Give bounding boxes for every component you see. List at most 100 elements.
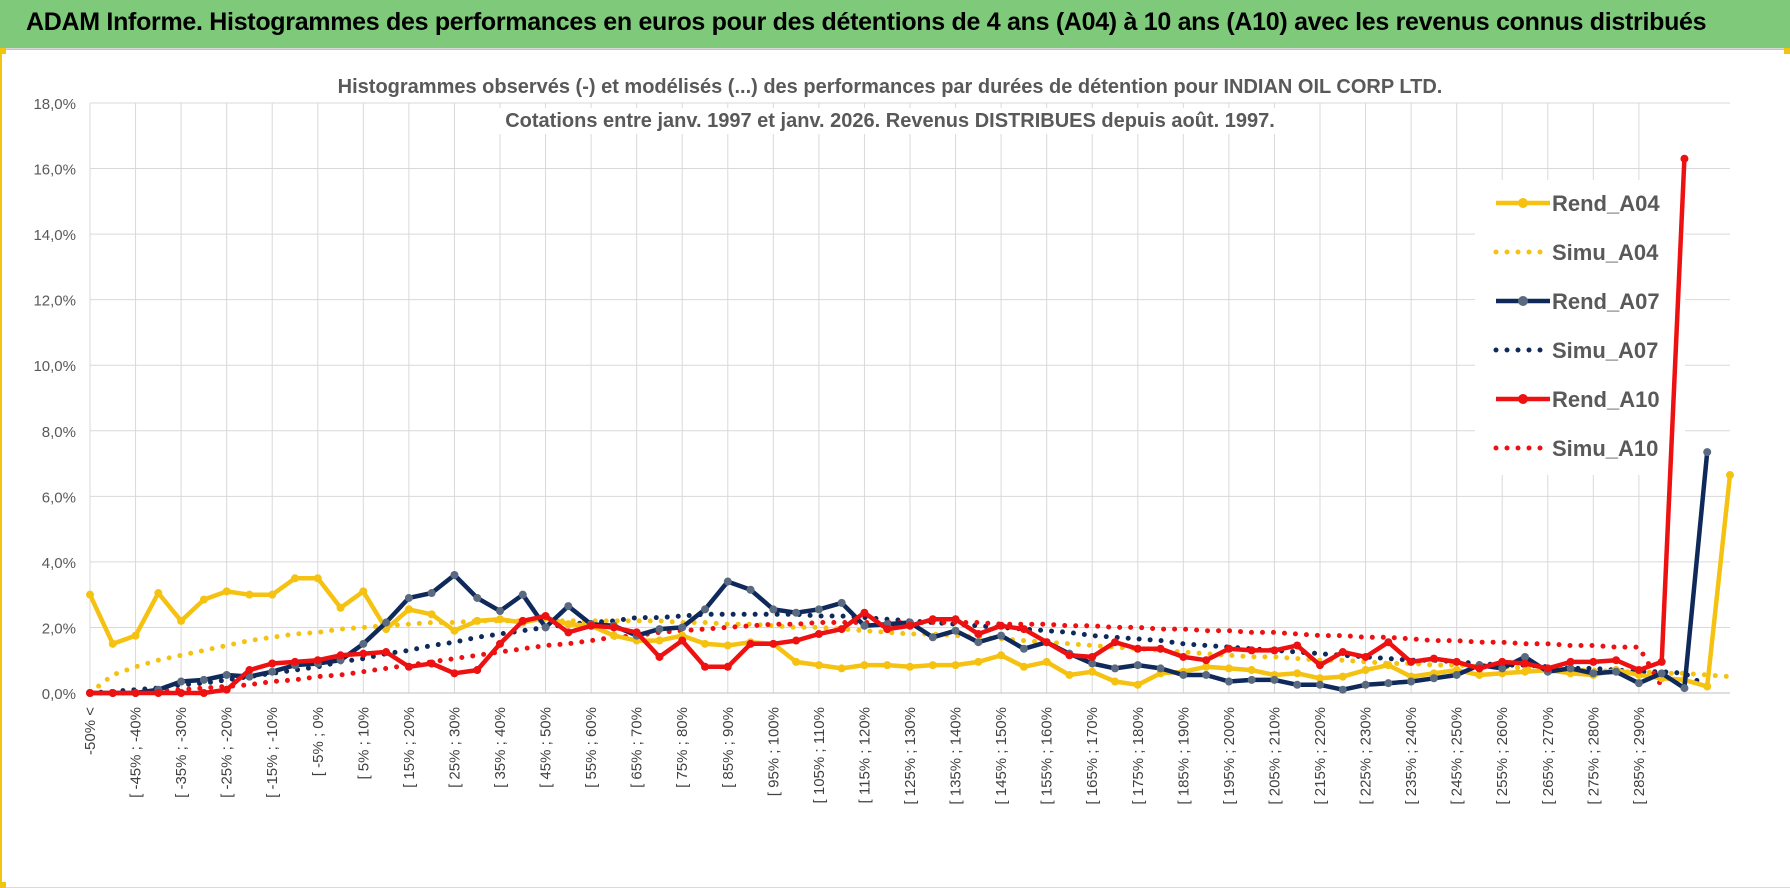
data-point-Rend_A04 [723,641,732,650]
data-point-Rend_A10 [268,659,277,668]
x-tick-label: [ 45% ; 50% [538,707,555,788]
data-point-Rend_A07 [997,631,1006,640]
x-tick-label: [ 85% ; 90% [720,707,737,788]
legend-marker-Rend_A04 [1518,198,1528,208]
data-point-Rend_A07 [427,589,436,598]
data-point-Rend_A04 [108,639,117,648]
x-tick-label: [ 205% ; 210% [1266,707,1283,805]
data-point-Rend_A10 [450,669,459,678]
data-point-Rend_A04 [951,661,960,670]
data-point-Rend_A07 [1566,664,1575,673]
data-point-Rend_A07 [1612,667,1621,676]
data-point-Rend_A10 [1429,654,1438,663]
data-point-Rend_A10 [1612,656,1621,665]
chart-title-background [499,108,1281,134]
data-point-Rend_A10 [177,689,186,697]
x-tick-label: [ 175% ; 180% [1130,707,1147,805]
data-point-Rend_A04 [1703,682,1712,691]
x-tick-label: [ 35% ; 40% [492,707,509,788]
data-point-Rend_A04 [837,664,846,673]
data-point-Rend_A10 [1407,657,1416,666]
data-point-Rend_A10 [1065,651,1074,660]
x-tick-label: [ -25% ; -20% [219,707,236,798]
legend-label-Simu_A10: Simu_A10 [1552,436,1658,461]
data-point-Rend_A04 [313,574,322,583]
data-point-Rend_A07 [951,626,960,635]
data-point-Rend_A10 [1019,625,1028,634]
y-tick-label: 8,0% [42,424,76,441]
x-tick-label: [ 165% ; 170% [1084,707,1101,805]
data-point-Rend_A04 [1133,680,1142,689]
x-tick-label: [ 125% ; 130% [902,707,919,805]
x-tick-label: [ 15% ; 20% [401,707,418,788]
data-point-Rend_A10 [701,662,709,671]
x-tick-label: [ 65% ; 70% [629,707,646,788]
data-point-Rend_A07 [655,625,664,634]
data-point-Rend_A10 [1338,648,1347,657]
data-point-Rend_A10 [928,615,937,624]
data-point-Rend_A10 [1042,638,1051,647]
data-point-Rend_A04 [177,616,186,625]
data-point-Rend_A04 [336,603,345,612]
data-point-Rend_A04 [1384,661,1393,670]
x-tick-label: [ 75% ; 80% [674,707,691,788]
data-point-Rend_A04 [609,631,618,640]
data-point-Rend_A07 [1338,685,1347,694]
data-point-Rend_A07 [1384,679,1393,688]
data-point-Rend_A07 [199,675,208,684]
data-point-Rend_A07 [1407,677,1416,686]
data-point-Rend_A04 [974,657,983,666]
data-point-Rend_A04 [1726,471,1734,480]
series-line-Rend_A10 [90,158,1687,696]
data-point-Rend_A04 [928,661,937,670]
data-point-Rend_A10 [427,659,436,668]
chart-title-line1: Histogrammes observés (-) et modélisés (… [338,76,1443,98]
data-point-Rend_A07 [1316,680,1324,689]
data-point-Rend_A07 [1088,659,1097,668]
data-point-Rend_A10 [1680,154,1689,163]
data-point-Rend_A07 [928,633,937,642]
data-point-Rend_A10 [518,616,527,625]
x-tick-label: [ 265% ; 270% [1540,707,1557,805]
data-point-Rend_A10 [359,649,368,658]
x-tick-label: [ 95% ; 100% [765,707,782,796]
data-point-Rend_A07 [1133,661,1142,670]
chart-title-background [331,74,1449,100]
y-tick-label: 14,0% [33,227,76,244]
data-point-Rend_A04 [1316,674,1324,683]
data-point-Rend_A04 [997,651,1006,660]
x-tick-label: [ 235% ; 240% [1403,707,1420,805]
data-point-Rend_A10 [997,621,1006,630]
data-point-Rend_A10 [1589,657,1598,666]
data-point-Rend_A10 [336,651,345,660]
data-point-Rend_A10 [632,628,641,637]
data-point-Rend_A10 [1179,652,1188,661]
data-point-Rend_A10 [746,639,755,648]
data-point-Rend_A04 [86,590,94,599]
legend-marker-Rend_A07 [1518,296,1528,306]
data-point-Rend_A04 [131,631,140,640]
data-point-Rend_A07 [837,598,846,607]
x-tick-label: [ -35% ; -30% [173,707,190,798]
legend-label-Rend_A07: Rend_A07 [1552,289,1660,314]
x-tick-label: [ -45% ; -40% [128,707,145,798]
data-point-Rend_A07 [1156,664,1165,673]
data-point-Rend_A07 [496,607,504,616]
data-point-Rend_A04 [1293,669,1302,678]
data-point-Rend_A07 [473,593,482,602]
data-point-Rend_A10 [1247,646,1256,655]
data-point-Rend_A10 [199,689,208,697]
data-point-Rend_A10 [609,623,618,632]
data-point-Rend_A10 [1566,657,1575,666]
page-title: ADAM Informe. Histogrammes des performan… [26,8,1707,36]
data-point-Rend_A10 [1156,644,1165,653]
data-point-Rend_A07 [678,623,687,632]
legend-label-Rend_A04: Rend_A04 [1552,191,1660,216]
data-point-Rend_A04 [1111,677,1119,686]
data-point-Rend_A10 [792,636,801,645]
data-point-Rend_A10 [1521,659,1529,668]
data-point-Rend_A04 [860,661,869,670]
data-point-Rend_A04 [701,639,709,648]
data-point-Rend_A10 [1316,661,1324,670]
data-point-Rend_A10 [313,656,322,665]
